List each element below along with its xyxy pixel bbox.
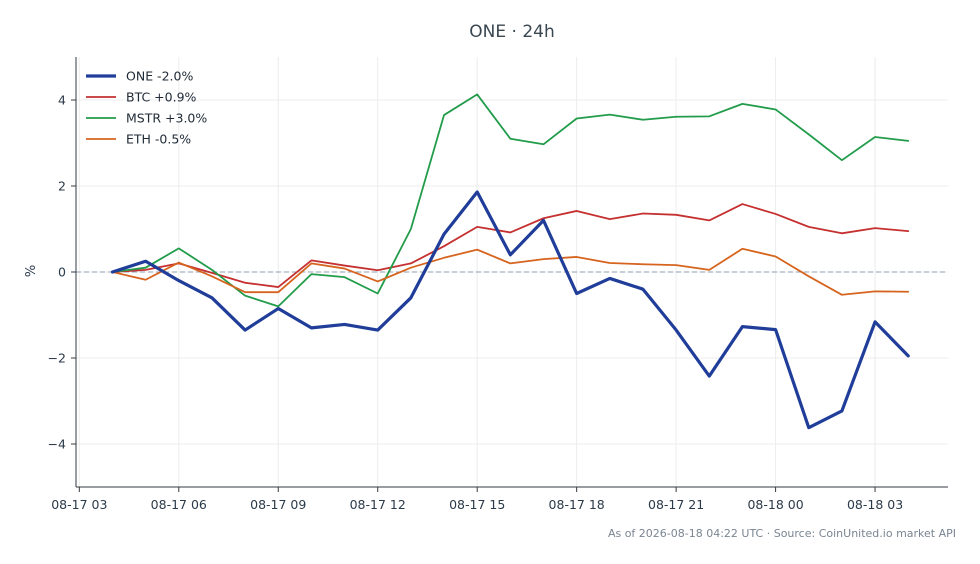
x-tick-label: 08-17 09 xyxy=(250,497,306,512)
series-layer xyxy=(110,93,910,430)
x-tick-label: 08-18 03 xyxy=(847,497,903,512)
y-tick-label: 4 xyxy=(58,93,66,108)
legend-label: ETH -0.5% xyxy=(126,132,191,147)
x-tick-label: 08-17 06 xyxy=(151,497,207,512)
y-tick-label: 0 xyxy=(58,265,66,280)
legend-label: MSTR +3.0% xyxy=(126,111,207,126)
series-line-4 xyxy=(111,247,910,296)
legend-label: BTC +0.9% xyxy=(126,90,197,105)
x-tick-label: 08-17 21 xyxy=(648,497,704,512)
series-line-2 xyxy=(111,203,910,288)
x-tick-label: 08-17 18 xyxy=(549,497,605,512)
x-tick-label: 08-17 03 xyxy=(51,497,107,512)
y-tick-label: 2 xyxy=(58,179,66,194)
chart-footer: As of 2026-08-18 04:22 UTC · Source: Coi… xyxy=(608,527,956,540)
x-tick-label: 08-17 15 xyxy=(449,497,505,512)
y-axis-ticks: −4 −2 0 2 4 xyxy=(48,93,76,452)
y-tick-label: −2 xyxy=(48,351,66,366)
legend: ONE -2.0% BTC +0.9% MSTR +3.0% ETH -0.5% xyxy=(86,69,207,147)
y-tick-label: −4 xyxy=(48,437,66,452)
series-line-3 xyxy=(111,93,910,308)
x-tick-label: 08-18 00 xyxy=(747,497,803,512)
x-axis-ticks: 08-17 03 08-17 06 08-17 09 08-17 12 08-17 15… xyxy=(51,487,903,512)
series-line-1 xyxy=(110,190,910,430)
y-axis-label: % xyxy=(24,265,39,277)
x-tick-label: 08-17 12 xyxy=(350,497,406,512)
chart-title: ONE · 24h xyxy=(469,22,554,42)
legend-label: ONE -2.0% xyxy=(126,69,193,84)
